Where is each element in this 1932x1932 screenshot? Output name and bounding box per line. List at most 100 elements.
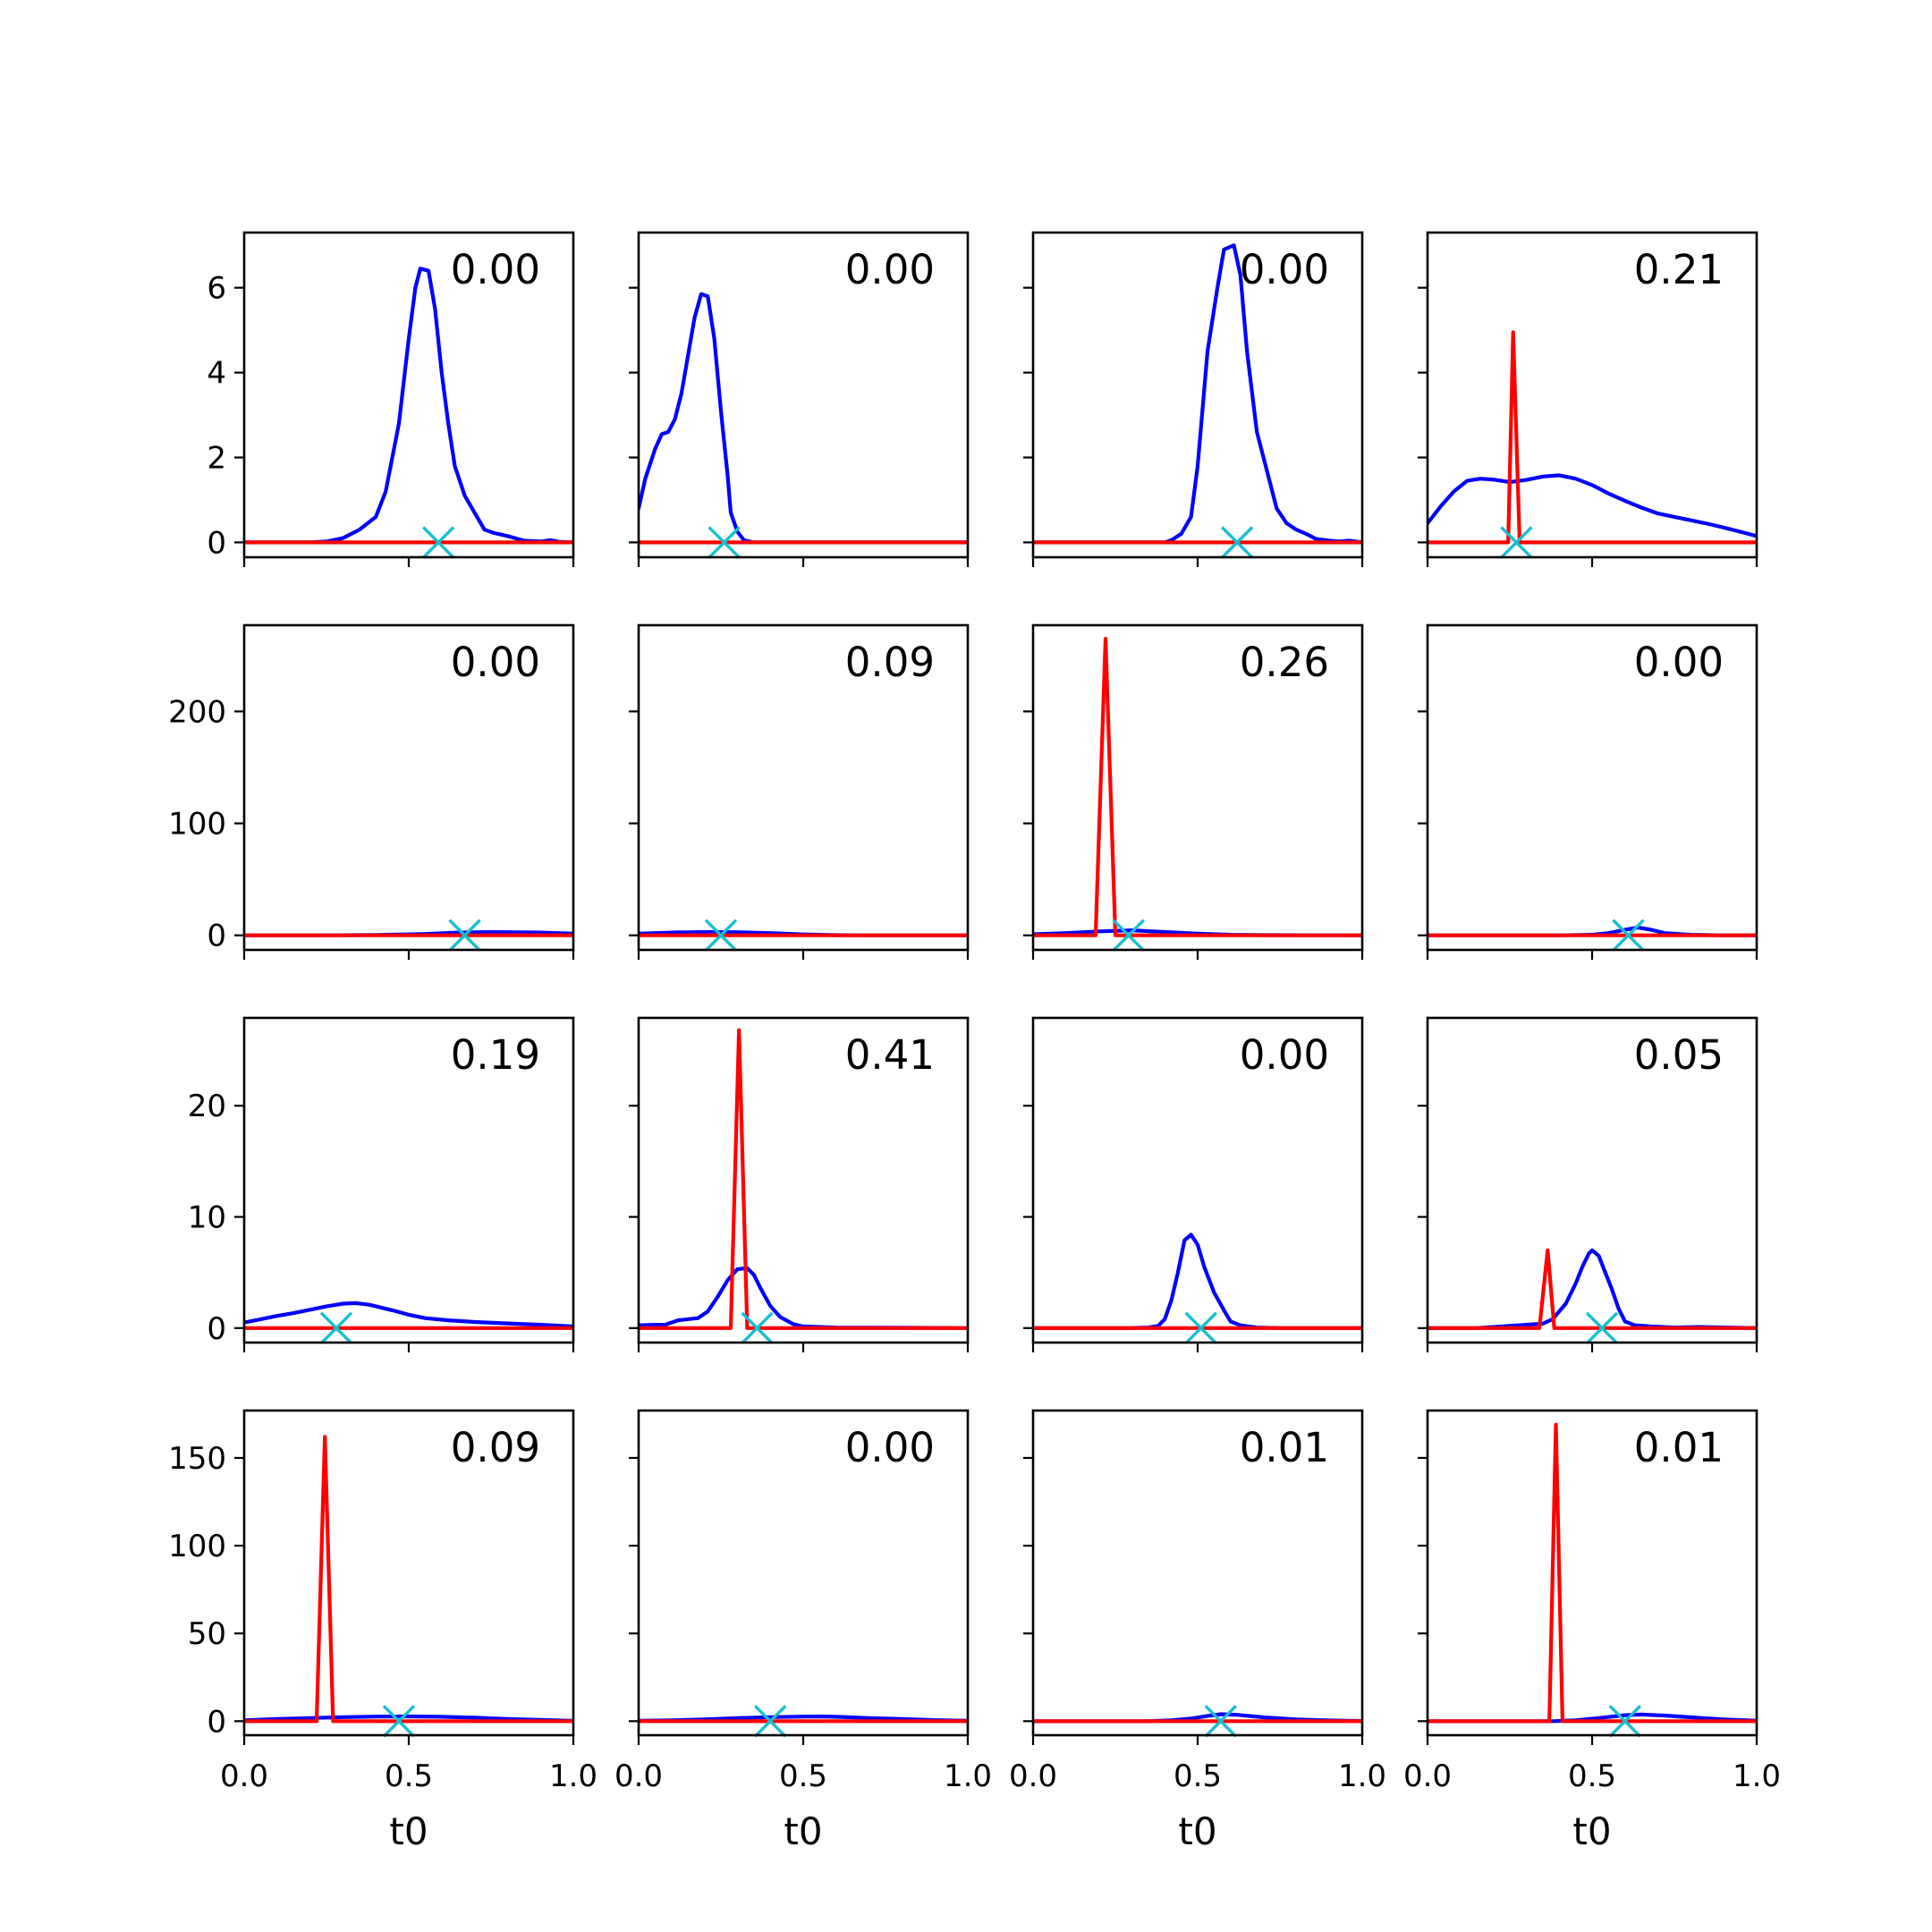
plot-area (1033, 636, 1362, 937)
true-value-marker (1585, 1311, 1619, 1345)
subplot-r0-c3: 0.21 (1418, 231, 1758, 567)
plot-area (244, 267, 573, 545)
y-tick-label: 20 (188, 1089, 226, 1124)
panel-annotation: 0.05 (1634, 1031, 1724, 1079)
subplot-r0-c0: 0 2 4 6 0.00 (207, 231, 575, 567)
panel-annotation: 0.41 (845, 1031, 935, 1079)
subplot-r3-c3: 0.0 0.5 1.0 t0 0.01 (1403, 1409, 1781, 1853)
plot-area (244, 1301, 573, 1330)
plot-area (639, 292, 968, 545)
panel-annotation: 0.00 (845, 1424, 935, 1471)
y-tick-label: 150 (168, 1441, 226, 1477)
x-tick-label: 0.0 (220, 1758, 268, 1794)
x-tick-label: 0.5 (1568, 1758, 1616, 1794)
plot-area (244, 929, 573, 937)
plot-area (639, 1028, 968, 1330)
plot-area (639, 1714, 968, 1724)
y-tick-label: 0 (207, 1311, 226, 1347)
red-density-line (1428, 1422, 1757, 1724)
subplot-r2-c0: 0 10 20 0.19 (188, 1016, 575, 1352)
y-tick-label: 2 (207, 440, 226, 476)
blue-density-line (244, 267, 573, 545)
panel-annotation: 0.00 (451, 246, 540, 293)
true-value-marker (741, 1311, 774, 1345)
subplot-r2-c1: 0.41 (629, 1016, 970, 1352)
subplot-r3-c1: 0.0 0.5 1.0 t0 0.00 (614, 1409, 992, 1853)
x-tick-label: 0.0 (614, 1758, 663, 1794)
panel-annotation: 0.09 (845, 639, 935, 686)
y-tick-label: 50 (188, 1616, 226, 1652)
panel-annotation: 0.19 (451, 1031, 540, 1079)
red-density-line (1033, 636, 1362, 937)
true-value-marker (1184, 1311, 1217, 1345)
plot-area (1428, 330, 1757, 545)
x-tick-label: 1.0 (549, 1758, 597, 1794)
true-value-marker (382, 1705, 416, 1738)
panel-annotation: 0.00 (1240, 246, 1329, 293)
y-tick-label: 0 (207, 1704, 226, 1740)
x-tick-label: 0.0 (1009, 1758, 1057, 1794)
red-density-line (1428, 330, 1757, 545)
panel-annotation: 0.26 (1240, 639, 1329, 686)
blue-density-line (639, 1266, 968, 1330)
subplot-r0-c2: 0.00 (1023, 231, 1364, 567)
subplot-r3-c0: 0 50 100 150 0.0 0.5 1.0 t0 0.09 (168, 1409, 597, 1853)
panel-annotation: 0.00 (451, 639, 540, 686)
x-axis-label: t0 (1572, 1809, 1611, 1853)
plot-area (1033, 1712, 1362, 1724)
true-value-marker (1112, 919, 1145, 952)
subplot-r1-c3: 0.00 (1418, 623, 1758, 960)
y-tick-label: 10 (188, 1200, 226, 1236)
y-tick-label: 0 (207, 919, 226, 954)
y-tick-label: 4 (207, 356, 226, 392)
true-value-marker (1204, 1705, 1237, 1738)
panel-annotation: 0.00 (845, 246, 935, 293)
x-axis-label: t0 (784, 1809, 822, 1853)
red-density-line (244, 1435, 573, 1724)
panel-annotation: 0.09 (451, 1424, 540, 1471)
subplot-r1-c2: 0.26 (1023, 623, 1364, 960)
plot-area (244, 1435, 573, 1724)
true-value-marker (1608, 1705, 1642, 1738)
x-tick-label: 1.0 (1733, 1758, 1781, 1794)
y-tick-label: 200 (168, 694, 226, 730)
blue-density-line (639, 292, 968, 545)
x-tick-label: 0.0 (1403, 1758, 1452, 1794)
true-value-marker (448, 919, 481, 952)
true-value-marker (1612, 919, 1645, 952)
x-axis-label: t0 (1178, 1809, 1216, 1853)
true-value-marker (319, 1311, 353, 1345)
panel-annotation: 0.01 (1634, 1424, 1724, 1471)
subplot-r1-c0: 0 100 200 0.00 (168, 623, 575, 960)
true-value-marker (421, 526, 455, 559)
subplot-r3-c2: 0.0 0.5 1.0 t0 0.01 (1009, 1409, 1386, 1853)
x-tick-label: 1.0 (1338, 1758, 1386, 1794)
plot-area (1428, 925, 1757, 937)
plot-area (1033, 1233, 1362, 1330)
subplot-r1-c1: 0.09 (629, 623, 970, 960)
blue-density-line (244, 1714, 573, 1723)
panel-annotation: 0.00 (1240, 1031, 1329, 1079)
plot-area (1428, 1248, 1757, 1330)
true-value-marker (1500, 526, 1533, 559)
true-value-marker (753, 1705, 787, 1738)
subplot-r0-c1: 0.00 (629, 231, 970, 567)
blue-density-line (244, 1301, 573, 1329)
plot-area (1033, 243, 1362, 545)
x-tick-label: 1.0 (944, 1758, 992, 1794)
panel-annotation: 0.01 (1240, 1424, 1329, 1471)
blue-density-line (1033, 1233, 1362, 1330)
red-density-line (1428, 1248, 1757, 1330)
blue-density-line (1428, 1248, 1757, 1330)
subplot-r2-c2: 0.00 (1023, 1016, 1364, 1352)
panel-annotation: 0.21 (1634, 246, 1724, 293)
blue-density-line (1033, 243, 1362, 545)
y-tick-label: 0 (207, 525, 226, 561)
x-tick-label: 0.5 (1174, 1758, 1222, 1794)
subplot-r2-c3: 0.05 (1418, 1016, 1758, 1352)
blue-density-line (1428, 473, 1757, 538)
true-value-marker (1220, 526, 1254, 559)
panel-annotation: 0.00 (1634, 639, 1724, 686)
y-tick-label: 100 (168, 807, 226, 843)
